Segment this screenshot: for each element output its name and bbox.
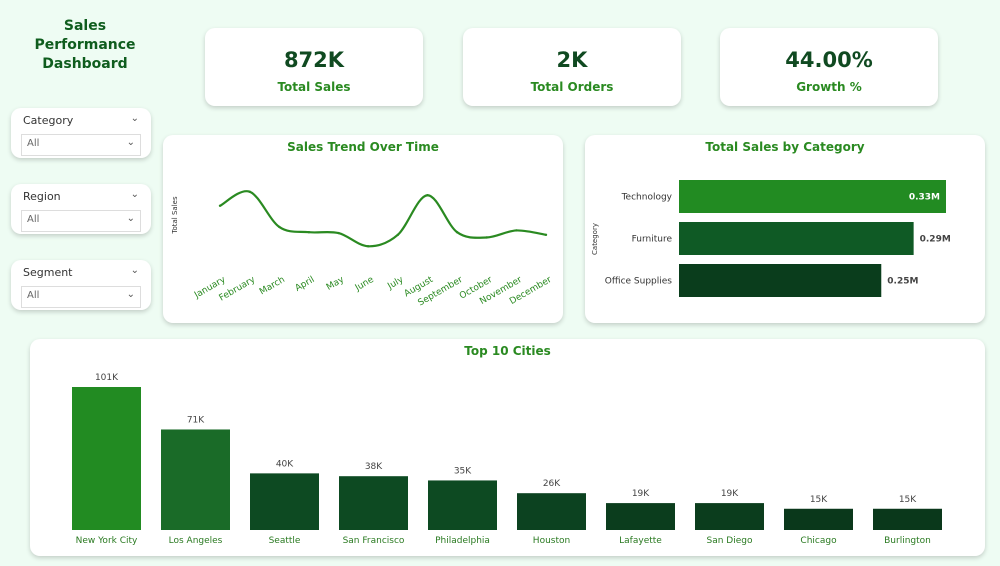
kpi-label: Growth % — [796, 80, 862, 94]
slicer-label: Segment — [23, 266, 73, 279]
y-axis-label: Total Sales — [171, 196, 179, 235]
trend-point[interactable] — [307, 231, 311, 234]
x-tick-label: March — [258, 275, 287, 297]
chevron-down-icon[interactable]: ⌄ — [126, 213, 135, 224]
chart-title: Total Sales by Category — [705, 140, 865, 154]
city-label: New York City — [76, 536, 138, 546]
bar-value-label: 19K — [721, 489, 739, 499]
kpi-total-sales: 872K Total Sales — [205, 28, 423, 106]
trend-point[interactable] — [515, 229, 518, 232]
bar-value-label: 15K — [899, 495, 917, 505]
bar-value-label: 38K — [365, 462, 383, 472]
city-bar[interactable] — [517, 493, 586, 530]
bar-value-label: 0.29M — [920, 235, 951, 245]
city-label: Chicago — [800, 536, 837, 546]
top-cities-chart: 101K New York City 71K Los Angeles 40K Seattl… — [72, 373, 942, 546]
slicer-category[interactable]: Category ⌄ All ⌄ — [11, 108, 151, 158]
slicer-value: All — [27, 214, 40, 225]
bar-value-label: 19K — [632, 489, 650, 499]
category-bar[interactable] — [679, 222, 914, 255]
bar-value-label: 15K — [810, 495, 828, 505]
kpi-total-orders: 2K Total Orders — [463, 28, 681, 106]
trend-point[interactable] — [426, 194, 429, 197]
city-label: Burlington — [884, 536, 931, 546]
bar-value-label: 35K — [454, 466, 472, 476]
chart-title: Top 10 Cities — [464, 344, 551, 358]
slicer-dropdown[interactable]: All ⌄ — [21, 210, 141, 232]
city-label: Los Angeles — [169, 536, 223, 546]
x-tick-label: April — [294, 275, 317, 294]
title-line-2: Performance — [34, 37, 136, 53]
kpi-label: Total Sales — [277, 80, 351, 94]
bar-value-label: 71K — [187, 415, 205, 425]
bar-value-label: 0.25M — [887, 277, 918, 287]
chart-title: Sales Trend Over Time — [287, 140, 439, 154]
category-bar[interactable] — [679, 180, 946, 213]
city-bar[interactable] — [72, 387, 141, 530]
trend-point[interactable] — [278, 225, 281, 229]
bar-value-label: 101K — [95, 373, 119, 383]
city-label: Philadelphia — [435, 536, 490, 546]
city-bar[interactable] — [428, 480, 497, 530]
slicer-dropdown[interactable]: All ⌄ — [21, 134, 141, 156]
category-label: Furniture — [632, 235, 673, 245]
sales-trend-card: Sales Trend Over Time January February Mar… — [163, 135, 563, 323]
kpi-value: 2K — [556, 48, 588, 72]
slicer-region[interactable]: Region ⌄ All ⌄ — [11, 184, 151, 234]
chevron-down-icon[interactable]: ⌄ — [130, 189, 139, 200]
slicer-label: Category — [23, 114, 74, 127]
slicer-segment[interactable]: Segment ⌄ All ⌄ — [11, 260, 151, 310]
city-bar[interactable] — [161, 429, 230, 530]
kpi-value: 872K — [283, 48, 345, 72]
trend-point[interactable] — [337, 231, 340, 235]
trend-point[interactable] — [455, 231, 459, 234]
sales-by-category-card: Total Sales by Category Technology 0.33M F… — [585, 135, 985, 323]
slicer-value: All — [27, 290, 40, 301]
title-line-1: Sales — [63, 18, 107, 34]
city-bar[interactable] — [873, 508, 942, 530]
city-label: San Diego — [707, 536, 753, 546]
city-bar[interactable] — [784, 508, 853, 530]
chevron-down-icon[interactable]: ⌄ — [126, 137, 135, 148]
chevron-down-icon[interactable]: ⌄ — [130, 113, 139, 124]
page-title: Sales Performance Dashboard — [20, 17, 150, 74]
bar-value-label: 26K — [543, 479, 561, 489]
city-bar[interactable] — [606, 503, 675, 530]
city-label: Lafayette — [619, 536, 662, 546]
category-bar[interactable] — [679, 264, 882, 297]
chevron-down-icon[interactable]: ⌄ — [130, 265, 139, 276]
title-line-3: Dashboard — [42, 56, 128, 72]
trend-line — [219, 190, 547, 248]
chevron-down-icon[interactable]: ⌄ — [126, 289, 135, 300]
x-tick-label: May — [325, 275, 347, 293]
top-cities-card: Top 10 Cities 101K New York City 71K Los An… — [30, 339, 985, 556]
y-axis-label: Category — [591, 223, 599, 255]
slicer-dropdown[interactable]: All ⌄ — [21, 286, 141, 308]
x-tick-label: June — [353, 275, 376, 294]
city-label: Seattle — [269, 536, 301, 546]
kpi-label: Total Orders — [530, 80, 614, 94]
trend-point[interactable] — [366, 245, 370, 248]
city-bar[interactable] — [250, 473, 319, 530]
kpi-value: 44.00% — [785, 48, 873, 72]
category-label: Office Supplies — [605, 277, 673, 287]
trend-point[interactable] — [218, 204, 222, 207]
city-label: Houston — [533, 536, 570, 546]
trend-point[interactable] — [485, 236, 488, 239]
slicer-value: All — [27, 138, 40, 149]
category-label: Technology — [621, 193, 673, 203]
kpi-growth: 44.00% Growth % — [720, 28, 938, 106]
city-label: San Francisco — [343, 536, 405, 546]
bar-value-label: 0.33M — [909, 193, 940, 203]
trend-point[interactable] — [396, 233, 400, 237]
city-bar[interactable] — [339, 476, 408, 530]
trend-point[interactable] — [248, 190, 251, 193]
sales-by-category-chart: Technology 0.33M Furniture 0.29M Office Supp… — [591, 180, 951, 297]
trend-point[interactable] — [544, 233, 548, 237]
bar-value-label: 40K — [276, 459, 294, 469]
slicer-label: Region — [23, 190, 61, 203]
city-bar[interactable] — [695, 503, 764, 530]
